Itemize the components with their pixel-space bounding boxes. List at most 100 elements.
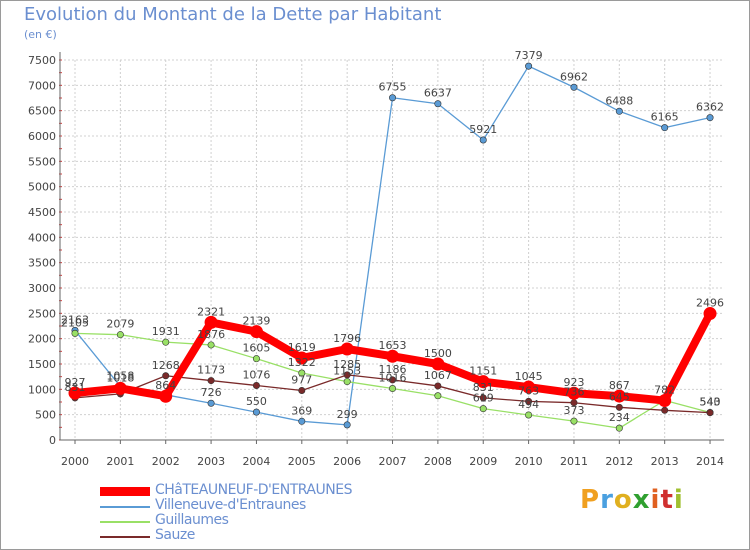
data-point [340,342,354,356]
x-tick-label: 2013 [651,455,679,468]
y-tick-label: 5000 [28,181,56,194]
data-point [479,405,487,413]
y-tick-label: 3500 [28,257,56,270]
data-label: 1653 [379,339,407,352]
legend-swatch [100,536,150,538]
data-label: 619 [473,392,494,405]
y-tick-label: 6000 [28,130,56,143]
data-label: 7379 [515,49,543,62]
data-point [615,424,623,432]
legend-label: Villeneuve-d'Entraunes [155,497,306,513]
data-point [252,408,260,416]
data-point [295,351,309,365]
data-label: 1322 [288,356,316,369]
data-label: 543 [700,395,721,408]
legend-label: Guillaumes [155,512,229,528]
data-label: 2139 [242,315,270,328]
data-label: 831 [473,381,494,394]
data-label: 1045 [515,370,543,383]
data-label: 1619 [288,341,316,354]
y-tick-label: 6500 [28,105,56,118]
data-point [116,331,124,339]
data-label: 726 [201,386,222,399]
data-label: 1186 [379,363,407,376]
data-point [249,325,263,339]
x-tick-label: 2004 [242,455,270,468]
data-label: 1268 [152,359,180,372]
data-label: 864 [155,379,176,392]
data-point [434,392,442,400]
data-label: 6362 [696,101,724,114]
data-label: 5921 [469,123,497,136]
data-point [252,381,260,389]
data-label: 645 [609,390,630,403]
y-tick-label: 4500 [28,206,56,219]
data-label: 1931 [152,325,180,338]
data-point [525,62,533,70]
data-label: 494 [518,398,539,411]
data-point [522,380,536,394]
y-tick-label: 1500 [28,358,56,371]
data-point [343,421,351,429]
data-label: 1018 [106,371,134,384]
data-point [434,382,442,390]
data-point [386,349,400,363]
data-point [343,378,351,386]
y-tick-label: 1000 [28,383,56,396]
data-label: 6962 [560,70,588,83]
data-label: 6488 [605,94,633,107]
legend-label: CHâTEAUNEUF-D'ENTRAUNES [155,482,352,498]
y-tick-label: 3000 [28,282,56,295]
data-label: 540 [700,396,721,409]
data-label: 927 [65,376,86,389]
data-point [159,389,173,403]
data-label: 2496 [696,297,724,310]
data-label: 373 [563,404,584,417]
data-point [431,357,445,371]
data-point [389,94,397,102]
data-point [162,338,170,346]
x-tick-label: 2008 [424,455,452,468]
data-point [113,381,127,395]
data-label: 1876 [197,328,225,341]
y-tick-label: 4000 [28,231,56,244]
data-point [661,124,669,132]
data-point [207,399,215,407]
data-label: 6637 [424,87,452,100]
legend-swatch [100,506,150,508]
data-point [706,114,714,122]
data-label: 782 [654,383,675,396]
data-label: 736 [563,386,584,399]
chart-title: Evolution du Montant de la Dette par Hab… [24,4,442,25]
data-point [661,406,669,414]
data-point [706,409,714,417]
data-label: 1605 [242,342,270,355]
x-tick-label: 2003 [197,455,225,468]
data-point [476,375,490,389]
data-label: 1173 [197,364,225,377]
series-layer [68,62,717,432]
data-label: 923 [563,376,584,389]
data-label: 1151 [469,365,497,378]
data-label: 2163 [61,313,89,326]
data-point [570,417,578,425]
data-point [615,107,623,115]
data-point [612,389,626,403]
y-tick-label: 7000 [28,79,56,92]
proxiti-logo: Proxiti [580,485,684,515]
x-tick-label: 2006 [333,455,361,468]
x-tick-label: 2000 [61,455,89,468]
data-point [570,83,578,91]
y-tick-label: 0 [49,434,56,447]
x-tick-label: 2011 [560,455,588,468]
data-point [343,371,351,379]
legend-swatch [100,521,150,523]
x-tick-label: 2012 [605,455,633,468]
data-label: 1067 [424,369,452,382]
data-point [207,377,215,385]
data-label: 1076 [242,368,270,381]
data-label: 299 [337,408,358,421]
data-point [207,341,215,349]
